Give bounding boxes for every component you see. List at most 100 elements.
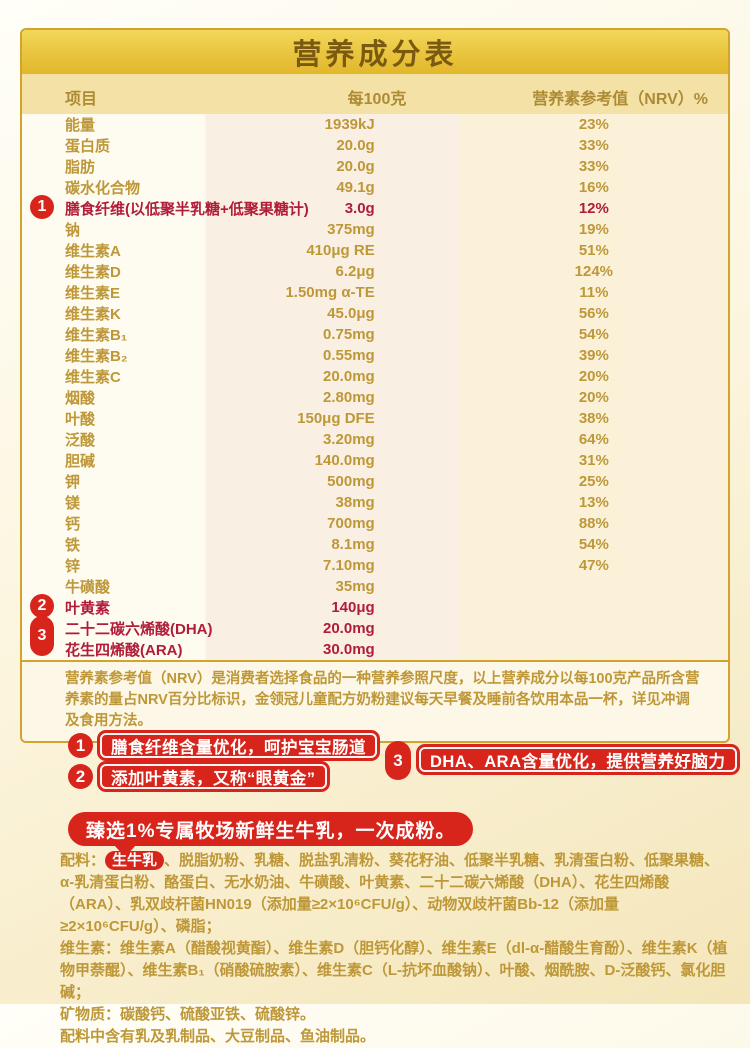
table-row: 碳水化合物 49.1g 16% bbox=[22, 177, 728, 198]
table-row: 泛酸 3.20mg 64% bbox=[22, 429, 728, 450]
table-row: 锌 7.10mg 47% bbox=[22, 555, 728, 576]
nutrient-name: 维生素C bbox=[65, 369, 121, 386]
table-row: 维生素A 410μg RE 51% bbox=[22, 240, 728, 261]
nutrient-amount: 38mg bbox=[335, 494, 375, 511]
nutrient-name: 钠 bbox=[65, 222, 81, 239]
table-row: 镁 38mg 13% bbox=[22, 492, 728, 513]
nutrient-nrv-percent: 31% bbox=[578, 452, 609, 469]
table-row: 能量 1939kJ 23% bbox=[22, 114, 728, 135]
table-row: 牛磺酸 35mg bbox=[22, 576, 728, 597]
nutrient-nrv-percent: 124% bbox=[574, 263, 614, 280]
nutrient-amount: 3.20mg bbox=[323, 431, 375, 448]
nutrient-amount: 20.0g bbox=[336, 137, 375, 154]
nrv-footnote: 营养素参考值（NRV）是消费者选择食品的一种营养参照尺度，以上营养成分以每100… bbox=[22, 660, 728, 741]
nutrient-amount: 375mg bbox=[327, 221, 375, 238]
nutrient-nrv-percent: 16% bbox=[578, 179, 609, 196]
column-header-row: 项目 每100克 营养素参考值（NRV）% bbox=[22, 74, 728, 114]
table-row: 钾 500mg 25% bbox=[22, 471, 728, 492]
nutrient-amount: 49.1g bbox=[336, 179, 375, 196]
nutrient-nrv-percent: 47% bbox=[578, 557, 609, 574]
nutrient-amount: 35mg bbox=[335, 578, 375, 595]
nutrition-table: 营养成分表 项目 每100克 营养素参考值（NRV）% 能量 1939kJ 23… bbox=[20, 28, 730, 743]
nutrient-name: 维生素K bbox=[65, 306, 121, 323]
nutrient-nrv-percent: 12% bbox=[578, 200, 609, 217]
nutrient-amount: 700mg bbox=[327, 515, 375, 532]
table-row: 叶酸 150μg DFE 38% bbox=[22, 408, 728, 429]
callout-number-3: 3 bbox=[385, 741, 411, 780]
nutrient-nrv-percent: 33% bbox=[578, 137, 609, 154]
marker-badge-2: 2 bbox=[30, 594, 54, 618]
table-row: 铁 8.1mg 54% bbox=[22, 534, 728, 555]
nutrient-nrv-percent: 54% bbox=[578, 326, 609, 343]
nutrient-name: 维生素E bbox=[65, 285, 121, 302]
nutrient-name: 维生素B₂ bbox=[65, 348, 128, 365]
nutrient-name: 胆碱 bbox=[65, 453, 96, 470]
nutrient-amount: 0.55mg bbox=[323, 347, 375, 364]
table-title: 营养成分表 bbox=[292, 39, 458, 71]
table-row: 叶黄素 140μg bbox=[22, 597, 728, 618]
nutrient-nrv-percent: 33% bbox=[578, 158, 609, 175]
nutrient-amount: 410μg RE bbox=[306, 242, 375, 259]
nutrient-amount: 140μg bbox=[331, 599, 375, 616]
table-row: 蛋白质 20.0g 33% bbox=[22, 135, 728, 156]
nutrient-nrv-percent: 11% bbox=[579, 284, 609, 301]
nutrient-name: 叶黄素 bbox=[65, 600, 111, 617]
nutrient-amount: 6.2μg bbox=[335, 263, 375, 280]
nutrient-amount: 1.50mg α-TE bbox=[285, 284, 375, 301]
nutrient-amount: 500mg bbox=[327, 473, 375, 490]
nutrient-name: 蛋白质 bbox=[65, 138, 111, 155]
nutrient-name: 维生素A bbox=[65, 243, 121, 260]
nutrient-nrv-percent: 51% bbox=[578, 242, 609, 259]
ingredients-block: 配料： 生牛乳 、脱脂奶粉、乳糖、脱盐乳清粉、葵花籽油、低聚半乳糖、乳清蛋白粉、低聚… bbox=[60, 850, 728, 1048]
nutrient-name: 能量 bbox=[65, 117, 96, 134]
nutrient-nrv-percent: 13% bbox=[578, 494, 609, 511]
nutrient-name: 二十二碳六烯酸(DHA) bbox=[65, 621, 213, 638]
nutrient-nrv-percent: 20% bbox=[578, 389, 609, 406]
nutrient-amount: 140.0mg bbox=[314, 452, 375, 469]
table-row: 维生素C 20.0mg 20% bbox=[22, 366, 728, 387]
nutrient-amount: 20.0mg bbox=[323, 620, 375, 637]
nutrient-nrv-percent: 25% bbox=[578, 473, 609, 490]
nutrient-name: 锌 bbox=[65, 558, 81, 575]
nutrient-name: 镁 bbox=[65, 495, 81, 512]
nutrient-nrv-percent: 20% bbox=[578, 368, 609, 385]
nutrient-nrv-percent: 54% bbox=[578, 536, 609, 553]
nutrient-name: 钙 bbox=[65, 516, 81, 533]
marker-badge-1: 1 bbox=[30, 195, 54, 219]
ingredients-main-line: 配料： 生牛乳 、脱脂奶粉、乳糖、脱盐乳清粉、葵花籽油、低聚半乳糖、乳清蛋白粉、低聚… bbox=[60, 850, 728, 938]
nutrient-amount: 0.75mg bbox=[323, 326, 375, 343]
table-row: 二十二碳六烯酸(DHA) 20.0mg bbox=[22, 618, 728, 639]
nutrient-name: 牛磺酸 bbox=[65, 579, 111, 596]
nutrient-nrv-percent: 23% bbox=[578, 116, 609, 133]
table-row: 膳食纤维(以低聚半乳糖+低聚果糖计) 3.0g 12% bbox=[22, 198, 728, 219]
nutrient-amount: 2.80mg bbox=[323, 389, 375, 406]
nutrient-name: 铁 bbox=[65, 537, 81, 554]
nutrient-name: 碳水化合物 bbox=[65, 180, 141, 197]
table-row: 维生素B₂ 0.55mg 39% bbox=[22, 345, 728, 366]
ingredients-minerals-line: 矿物质：碳酸钙、硫酸亚铁、硫酸锌。 bbox=[60, 1006, 316, 1023]
nutrient-name: 花生四烯酸(ARA) bbox=[65, 642, 183, 659]
callout-pill-2: 添加叶黄素，又称“眼黄金” bbox=[97, 761, 330, 792]
nutrient-nrv-percent: 88% bbox=[578, 515, 609, 532]
table-row: 维生素B₁ 0.75mg 54% bbox=[22, 324, 728, 345]
nutrient-amount: 150μg DFE bbox=[297, 410, 375, 427]
table-row: 维生素K 45.0μg 56% bbox=[22, 303, 728, 324]
nutrient-nrv-percent: 64% bbox=[578, 431, 609, 448]
table-title-banner: 营养成分表 bbox=[22, 30, 728, 74]
callout-number-1: 1 bbox=[68, 733, 93, 758]
nutrient-name: 钾 bbox=[65, 474, 81, 491]
table-row: 维生素E 1.50mg α-TE 11% bbox=[22, 282, 728, 303]
nutrient-name: 泛酸 bbox=[65, 432, 96, 449]
nutrient-name: 维生素D bbox=[65, 264, 121, 281]
raw-milk-highlight-pill: 生牛乳 bbox=[105, 851, 165, 870]
nutrient-name: 脂肪 bbox=[65, 159, 96, 176]
nutrient-amount: 20.0g bbox=[336, 158, 375, 175]
nutrient-name: 膳食纤维(以低聚半乳糖+低聚果糖计) bbox=[65, 201, 309, 218]
nutrient-amount: 45.0μg bbox=[327, 305, 375, 322]
ingredients-main-list: 、脱脂奶粉、乳糖、脱盐乳清粉、葵花籽油、低聚半乳糖、乳清蛋白粉、低聚果糖、α-乳… bbox=[60, 852, 720, 935]
nutrient-amount: 7.10mg bbox=[323, 557, 375, 574]
column-header-nrv: 营养素参考值（NRV）% bbox=[532, 91, 708, 108]
nutrient-amount: 20.0mg bbox=[323, 368, 375, 385]
callout-number-2: 2 bbox=[68, 764, 93, 789]
